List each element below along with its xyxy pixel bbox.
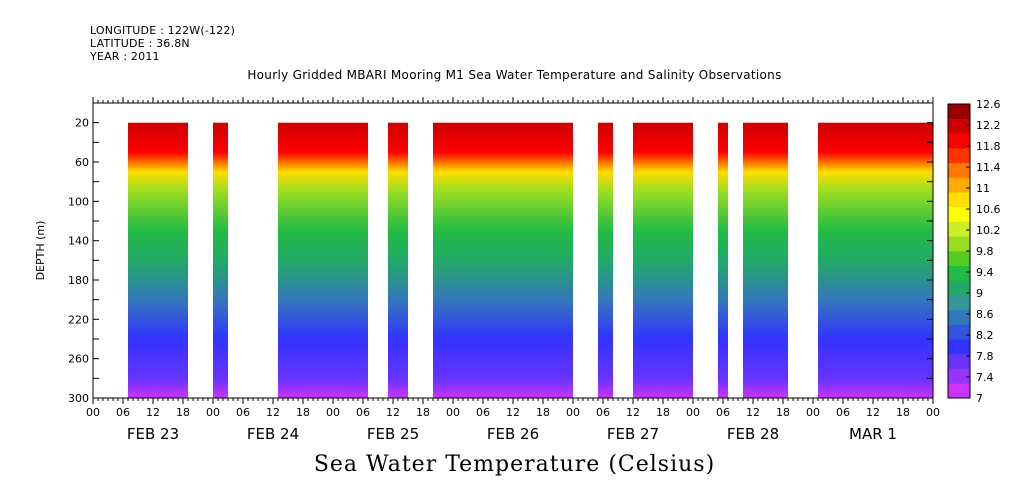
x-tick-label: 06: [236, 406, 250, 419]
colorbar-label: 10.2: [976, 224, 1001, 237]
x-day-label: FEB 28: [727, 425, 779, 443]
data-segment: [128, 122, 188, 398]
y-tick-label: 60: [75, 156, 89, 169]
colorbar-label: 8.2: [976, 329, 994, 342]
x-tick-label: 18: [536, 406, 550, 419]
x-tick-label: 00: [686, 406, 700, 419]
x-day-label: FEB 24: [247, 425, 299, 443]
x-tick-label: 18: [296, 406, 310, 419]
chart-title: Hourly Gridded MBARI Mooring M1 Sea Wate…: [247, 68, 782, 82]
colorbar-label: 7.8: [976, 350, 994, 363]
colorbar-swatch: [948, 280, 970, 296]
colorbar-swatch: [948, 251, 970, 266]
x-day-label: FEB 25: [367, 425, 419, 443]
x-day-label: FEB 26: [487, 425, 539, 443]
data-segment: [213, 122, 228, 398]
colorbar-swatch: [948, 192, 970, 208]
x-tick-label: 00: [806, 406, 820, 419]
colorbar-label: 12.2: [976, 119, 1001, 132]
y-tick-label: 140: [68, 235, 89, 248]
data-segment: [278, 122, 368, 398]
colorbar-swatch: [948, 148, 970, 164]
data-segment: [718, 122, 728, 398]
year-label: YEAR : 2011: [90, 50, 160, 63]
x-tick-label: 12: [866, 406, 880, 419]
data-segment: [743, 122, 788, 398]
x-tick-label: 06: [596, 406, 610, 419]
colorbar-label: 8.6: [976, 308, 994, 321]
x-tick-label: 06: [476, 406, 490, 419]
colorbar-swatch: [948, 383, 970, 399]
x-tick-label: 00: [86, 406, 100, 419]
x-tick-label: 00: [926, 406, 940, 419]
colorbar-label: 10.6: [976, 203, 1001, 216]
axes: 00 06 12 18 00 06 12 18 00 06 12 18 00 06 12 18 00 06 12 18…: [34, 97, 940, 443]
x-tick-label: 12: [746, 406, 760, 419]
x-tick-label: 00: [566, 406, 580, 419]
data-segment: [598, 122, 613, 398]
x-tick-label: 06: [836, 406, 850, 419]
colorbar-label: 12.6: [976, 98, 1001, 111]
colorbar-label: 7: [976, 392, 983, 405]
chart-footer-title: Sea Water Temperature (Celsius): [313, 452, 716, 477]
x-tick-label: 18: [656, 406, 670, 419]
colorbar-swatch: [948, 118, 970, 134]
colorbar-label: 7.4: [976, 371, 994, 384]
colorbar-swatch: [948, 162, 970, 178]
colorbar-swatch: [948, 368, 970, 384]
colorbar-swatch: [948, 353, 970, 369]
colorbar-swatch: [948, 339, 970, 355]
x-tick-label: 12: [266, 406, 280, 419]
x-tick-label: 18: [776, 406, 790, 419]
colorbar-swatch: [948, 309, 970, 325]
plot-area: [128, 122, 933, 398]
x-day-label: FEB 23: [127, 425, 179, 443]
y-tick-label: 220: [68, 313, 89, 326]
data-segment: [633, 122, 693, 398]
colorbar-swatch: [948, 133, 970, 149]
x-tick-label: 18: [416, 406, 430, 419]
x-tick-label: 18: [176, 406, 190, 419]
colorbar-swatch: [948, 295, 970, 311]
colorbar-label: 9: [976, 287, 983, 300]
latitude-label: LATITUDE : 36.8N: [90, 37, 190, 50]
x-tick-label: 18: [896, 406, 910, 419]
longitude-label: LONGITUDE : 122W(-122): [90, 24, 236, 37]
colorbar-swatch: [948, 324, 970, 340]
y-tick-label: 260: [68, 353, 89, 366]
colorbar: 12.6 12.2 11.8 11.4 11 10.6 10.2 9.8 9.4 9 8.6 8.2 7…: [947, 98, 1001, 405]
x-day-label: FEB 27: [607, 425, 659, 443]
colorbar-label: 11.8: [976, 140, 1001, 153]
colorbar-label: 11.4: [976, 161, 1001, 174]
x-tick-label: 06: [116, 406, 130, 419]
y-tick-label: 300: [68, 392, 89, 405]
colorbar-swatch: [948, 206, 970, 222]
temperature-depth-chart: 00 06 12 18 00 06 12 18 00 06 12 18 00 06 12 18 00 06 12 18…: [34, 97, 1001, 443]
x-day-label: MAR 1: [849, 425, 897, 443]
x-tick-label: 06: [716, 406, 730, 419]
x-tick-label: 12: [146, 406, 160, 419]
colorbar-swatch: [948, 221, 970, 237]
colorbar-swatch: [948, 104, 970, 119]
data-segment: [433, 122, 573, 398]
colorbar-swatch: [948, 265, 970, 281]
y-tick-label: 180: [68, 274, 89, 287]
colorbar-label: 11: [976, 182, 990, 195]
x-tick-label: 00: [446, 406, 460, 419]
x-tick-label: 12: [626, 406, 640, 419]
x-tick-label: 12: [506, 406, 520, 419]
colorbar-swatch: [948, 177, 970, 193]
x-tick-label: 00: [326, 406, 340, 419]
colorbar-label: 9.8: [976, 245, 994, 258]
data-segment: [818, 122, 933, 398]
x-tick-label: 12: [386, 406, 400, 419]
data-segment: [388, 122, 408, 398]
x-tick-label: 06: [356, 406, 370, 419]
y-tick-label: 100: [68, 195, 89, 208]
y-axis-label: DEPTH (m): [34, 221, 47, 281]
x-tick-label: 00: [206, 406, 220, 419]
colorbar-swatch: [948, 236, 970, 252]
y-tick-label: 20: [75, 117, 89, 130]
colorbar-label: 9.4: [976, 266, 994, 279]
